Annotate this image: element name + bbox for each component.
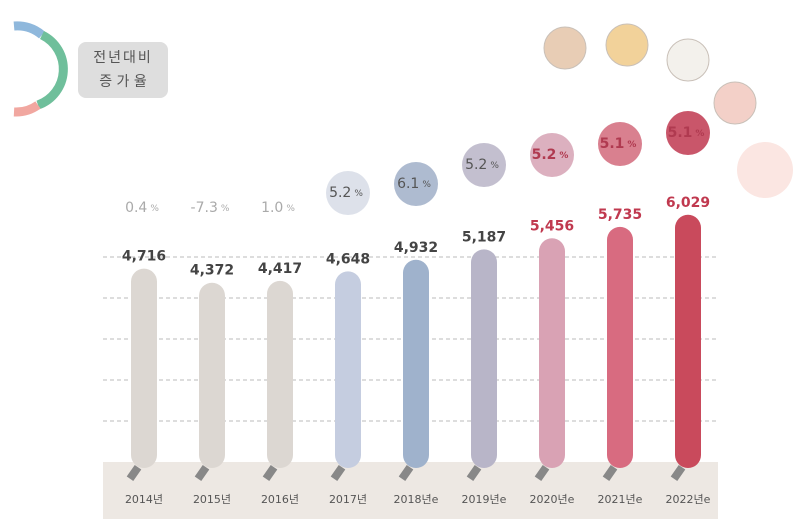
legend-box [78,42,168,98]
bar [267,280,293,468]
legend-label: 증 가 율 [99,74,147,90]
bar [675,214,701,468]
x-tick-label: 2014년 [125,493,163,506]
value-label: 5,735 [598,207,642,223]
value-label: 4,372 [190,263,234,279]
value-label: 4,932 [394,240,438,256]
growth-label: 0.4% [125,200,159,216]
bar [131,268,157,468]
value-label: 5,187 [462,229,506,245]
growth-value: 6.1 [397,176,419,192]
value-label: 5,456 [530,218,574,234]
bar [471,249,497,468]
growth-label: 5.1% [668,125,705,141]
bar [403,259,429,468]
growth-unit: % [354,189,363,199]
growth-value: 5.2 [532,147,557,163]
x-tick-label: 2022년e [666,493,711,506]
bar-handle [602,464,618,482]
growth-value: 5.1 [600,136,625,152]
bar-handle [126,464,142,482]
bar-handle [330,464,346,482]
x-tick-label: 2015년 [193,493,231,506]
x-tick-label: 2016년 [261,493,299,506]
growth-unit: % [150,204,159,214]
bar [607,226,633,468]
bar [335,271,361,468]
x-tick-label: 2017년 [329,493,367,506]
value-label: 6,029 [666,195,710,211]
growth-label: 5.2% [532,147,569,163]
bar-handle [194,464,210,482]
growth-value: 5.2 [465,157,487,173]
growth-unit: % [422,180,431,190]
growth-bubble [394,162,438,206]
growth-label: 5.2% [465,157,499,173]
bar-handle [262,464,278,482]
growth-value: 1.0 [261,200,283,216]
x-tick-label: 2020년e [530,493,575,506]
growth-unit: % [490,161,499,171]
bar-handle [398,464,414,482]
x-tick-label: 2018년e [394,493,439,506]
x-tick-label: 2021년e [598,493,643,506]
value-label: 4,648 [326,251,370,267]
value-label: 4,417 [258,261,302,277]
growth-value: 5.2 [329,185,351,201]
decor-eyeshadows [543,23,793,198]
growth-bubble [598,122,642,166]
growth-label: 5.2% [329,185,363,201]
bar-handle [670,464,686,482]
growth-label: 6.1% [397,176,431,192]
growth-value: -7.3 [191,200,218,216]
growth-unit: % [221,204,230,214]
growth-unit: % [627,140,636,150]
legend-label: 전년대비 [93,50,153,66]
x-tick-label: 2019년e [462,493,507,506]
growth-label: 1.0% [261,200,295,216]
bar-handle [466,464,482,482]
growth-unit: % [559,151,568,161]
bar-handle [534,464,550,482]
growth-bubble [530,133,574,177]
growth-value: 0.4 [125,200,147,216]
bar [539,238,565,468]
growth-bubble [666,111,710,155]
growth-unit: % [695,129,704,139]
decor-donut [13,21,68,117]
growth-bubble [326,171,370,215]
value-label: 4,716 [122,249,166,265]
growth-label: -7.3% [191,200,230,216]
growth-bubble [462,143,506,187]
growth-label: 5.1% [600,136,637,152]
bar [199,282,225,468]
growth-value: 5.1 [668,125,693,141]
growth-unit: % [286,204,295,214]
